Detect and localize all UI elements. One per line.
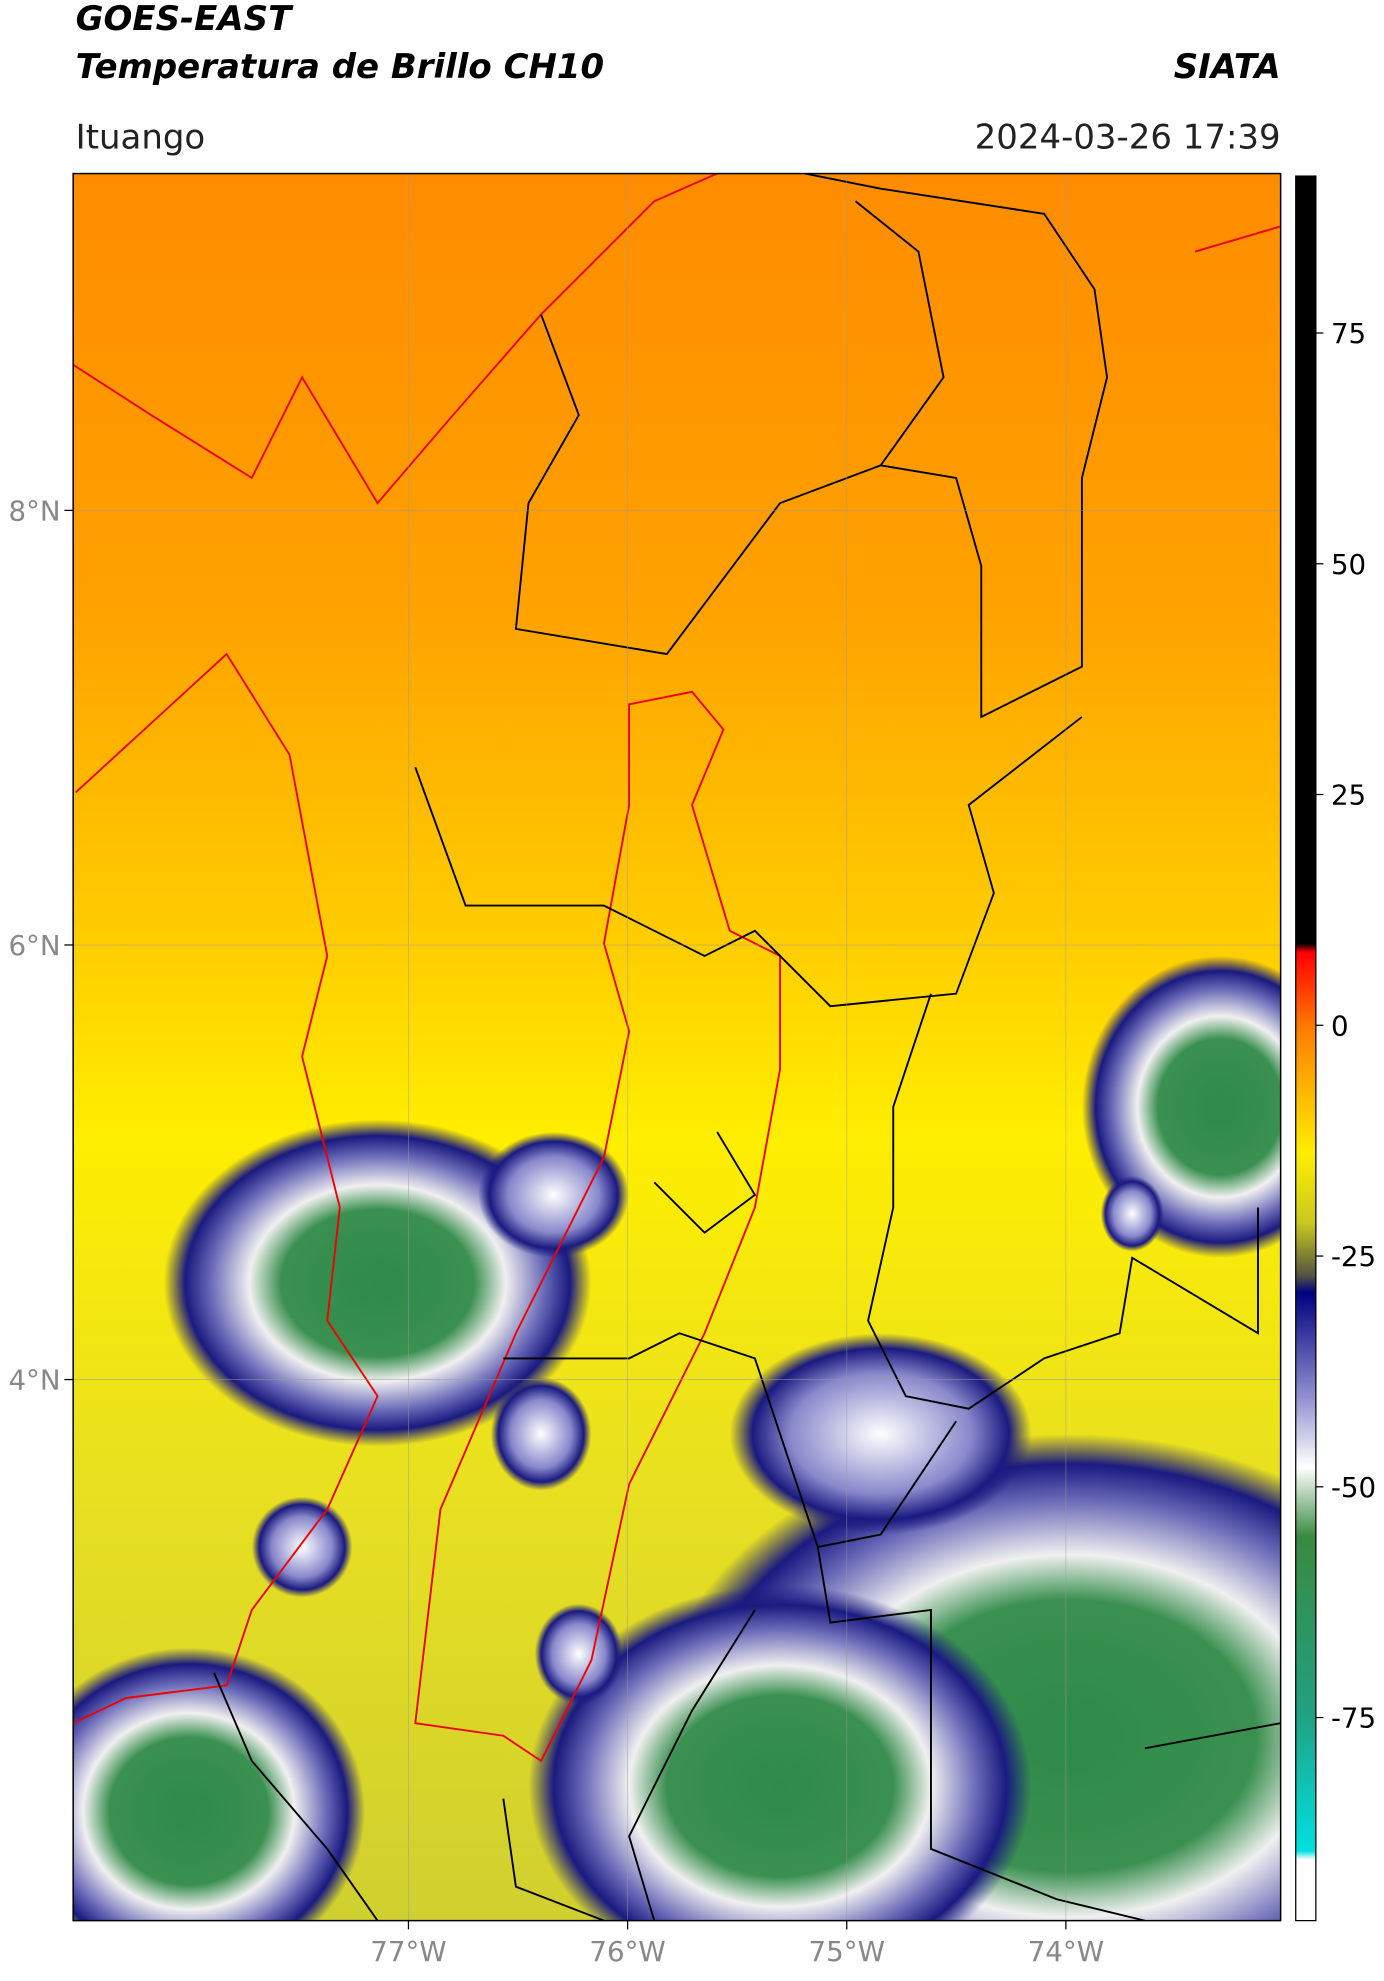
colorbar-tick-label: 0 [1331, 1009, 1349, 1042]
y-tick-label: 4°N [8, 1364, 60, 1397]
x-tick-label: 74°W [1028, 1935, 1104, 1968]
y-tick-label: 6°N [8, 929, 60, 962]
colorbar-ticks: -75 -50 -25 0 25 50 75 [1315, 317, 1376, 1735]
graticule: 77°W 76°W 75°W 74°W 4°N 6°N 8°N [8, 173, 1281, 1968]
colorbar-tick-label: 75 [1331, 317, 1366, 350]
colorbar [1295, 175, 1317, 1922]
source: SIATA [1174, 47, 1281, 87]
colorbar-tick-label: 25 [1331, 779, 1366, 812]
y-tick-label: 8°N [8, 494, 60, 527]
colorbar-tick-label: -25 [1331, 1240, 1376, 1273]
colorbar-tick-label: -75 [1331, 1702, 1376, 1735]
map-frame [72, 172, 1282, 1922]
region: Ituango [76, 117, 206, 157]
colorbar-tick-label: 50 [1331, 548, 1366, 581]
satellite: GOES-EAST [76, 0, 294, 39]
x-tick-label: 77°W [370, 1935, 446, 1968]
product: Temperatura de Brillo CH10 [76, 47, 604, 87]
timestamp: 2024-03-26 17:39 [975, 117, 1281, 157]
colorbar-tick-label: -50 [1331, 1471, 1376, 1504]
x-tick-label: 75°W [809, 1935, 885, 1968]
map-image [73, 173, 1281, 1921]
x-tick-label: 76°W [589, 1935, 665, 1968]
